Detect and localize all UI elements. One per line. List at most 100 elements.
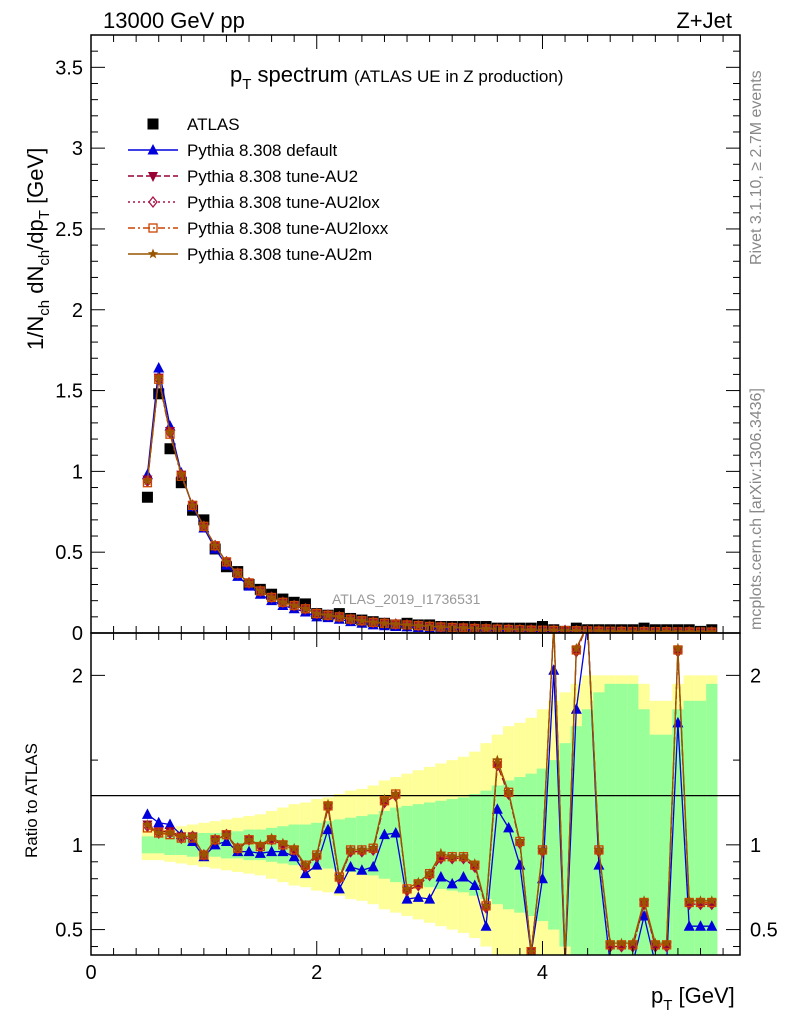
top-data-point: [706, 626, 717, 633]
title-note: (ATLAS UE in Z production): [354, 67, 563, 86]
ratio-data-point: [300, 859, 311, 870]
legend: ATLAS Pythia 8.308 default Pythia 8.308 tu…: [128, 115, 389, 264]
ratio-data-point: [447, 851, 458, 862]
top-data-point: [684, 626, 695, 633]
ratio-band-inner: [423, 802, 436, 888]
ratio-data-point: [561, 956, 569, 964]
ratio-data-point: [548, 664, 560, 675]
legend-label: Pythia 8.308 tune-AU2lox: [187, 193, 380, 212]
ratio-data-point: [142, 819, 153, 829]
ratio-band-inner: [322, 821, 334, 869]
top-panel-series: [141, 361, 718, 633]
top-data-point: [187, 499, 198, 510]
ratio-band-inner: [401, 805, 413, 884]
x-tick-label: 0: [85, 962, 96, 984]
ratio-data-point: [378, 828, 390, 840]
top-data-point: [153, 372, 164, 383]
ratio-data-point: [266, 845, 278, 857]
legend-marker: [148, 195, 158, 209]
ratio-data-point: [457, 871, 469, 882]
ratio-panel-frame: [90, 632, 741, 956]
legend-label: Pythia 8.308 tune-AU2m: [187, 245, 372, 264]
ratio-data-point: [412, 891, 424, 902]
top-data-point: [176, 469, 187, 480]
ratio-data-point: [526, 946, 537, 955]
ratio-data-point: [141, 808, 153, 819]
y-tick-label-top: 0: [72, 623, 83, 645]
y-tick-label-top: 3.5: [55, 57, 83, 79]
top-data-point: [571, 625, 582, 633]
top-data-point: [379, 617, 390, 628]
legend-entry: Pythia 8.308 tune-AU2: [128, 167, 358, 186]
top-data-point: [142, 475, 153, 486]
ratio-band-inner: [525, 773, 537, 917]
legend-entry: Pythia 8.308 tune-AU2loxx: [128, 219, 389, 238]
ratio-band-inner: [435, 800, 447, 889]
ratio-data-point: [232, 842, 243, 853]
title-main-rest: spectrum: [251, 62, 348, 87]
y-tick-label-ratio: 1: [72, 835, 83, 857]
top-data-point: [243, 577, 255, 588]
top-data-point: [198, 514, 210, 526]
ratio-data-point: [176, 830, 187, 841]
ratio-data-point: [458, 851, 469, 862]
ratio-data-point: [469, 860, 480, 873]
ratio-band-inner: [469, 794, 481, 896]
y-axis-label-ratio: Ratio to ATLAS: [22, 743, 41, 858]
ratio-data-point: [311, 849, 322, 860]
ratio-data-point: [672, 642, 684, 653]
ratio-band-inner: [175, 834, 187, 856]
ratio-data-point: [333, 882, 345, 894]
legend-entry: ATLAS: [147, 115, 240, 134]
ratio-band-inner: [638, 709, 650, 955]
legend-marker: [148, 223, 158, 233]
y-tick-label-ratio-right: 2: [750, 665, 761, 687]
top-data-point: [390, 618, 401, 629]
title-main-sub: T: [242, 76, 251, 93]
top-data-point: [153, 388, 165, 400]
ratio-data-point: [480, 900, 492, 911]
y-tick-label-ratio: 2: [72, 665, 83, 687]
legend-marker: [148, 172, 158, 182]
legend-entry: Pythia 8.308 default: [128, 141, 338, 160]
ratio-data-point: [243, 845, 255, 857]
y-tick-label-ratio: 0.5: [55, 920, 83, 942]
top-data-point: [266, 591, 277, 602]
title-main: p: [230, 62, 242, 87]
mcplots-label: mcplots.cern.ch [arXiv:1306.3436]: [748, 388, 765, 630]
ratio-data-point: [243, 834, 255, 845]
axes-ticks: 00.511.522.533.50.5 0.51 12 20 2 4: [55, 35, 778, 984]
ratio-band-inner: [683, 700, 695, 955]
top-data-point: [356, 615, 368, 626]
ratio-data-point: [650, 937, 661, 948]
ratio-band-inner: [615, 683, 628, 955]
top-data-point: [221, 556, 232, 567]
ratio-data-point: [638, 895, 650, 906]
ratio-data-point: [694, 920, 706, 931]
ratio-data-point: [616, 937, 627, 948]
top-data-point: [164, 443, 176, 455]
ratio-band-inner: [141, 836, 154, 854]
x-tick-label: 2: [311, 962, 322, 984]
ratio-data-point: [266, 832, 277, 843]
ratio-data-point: [639, 898, 649, 911]
ratio-data-point: [503, 821, 515, 833]
ratio-band-inner: [164, 834, 176, 856]
top-data-point: [345, 613, 356, 624]
top-data-point: [661, 626, 672, 633]
top-data-point: [638, 626, 650, 633]
ratio-data-point: [424, 893, 436, 904]
ratio-band-inner: [570, 726, 582, 955]
ratio-data-point: [491, 803, 503, 814]
ratio-data-point: [277, 837, 289, 848]
y-tick-label-top: 2: [72, 300, 83, 322]
legend-entry: Pythia 8.308 tune-AU2m: [128, 245, 372, 264]
ratio-band-inner: [604, 683, 616, 955]
ratio-data-point: [683, 920, 695, 931]
top-data-point: [288, 600, 300, 610]
ratio-data-point: [435, 871, 447, 882]
ratio-data-point: [198, 849, 210, 860]
ratio-band-inner: [198, 832, 210, 857]
y-tick-label-ratio-right: 0.5: [750, 920, 778, 942]
ratio-band-inner: [660, 734, 673, 955]
